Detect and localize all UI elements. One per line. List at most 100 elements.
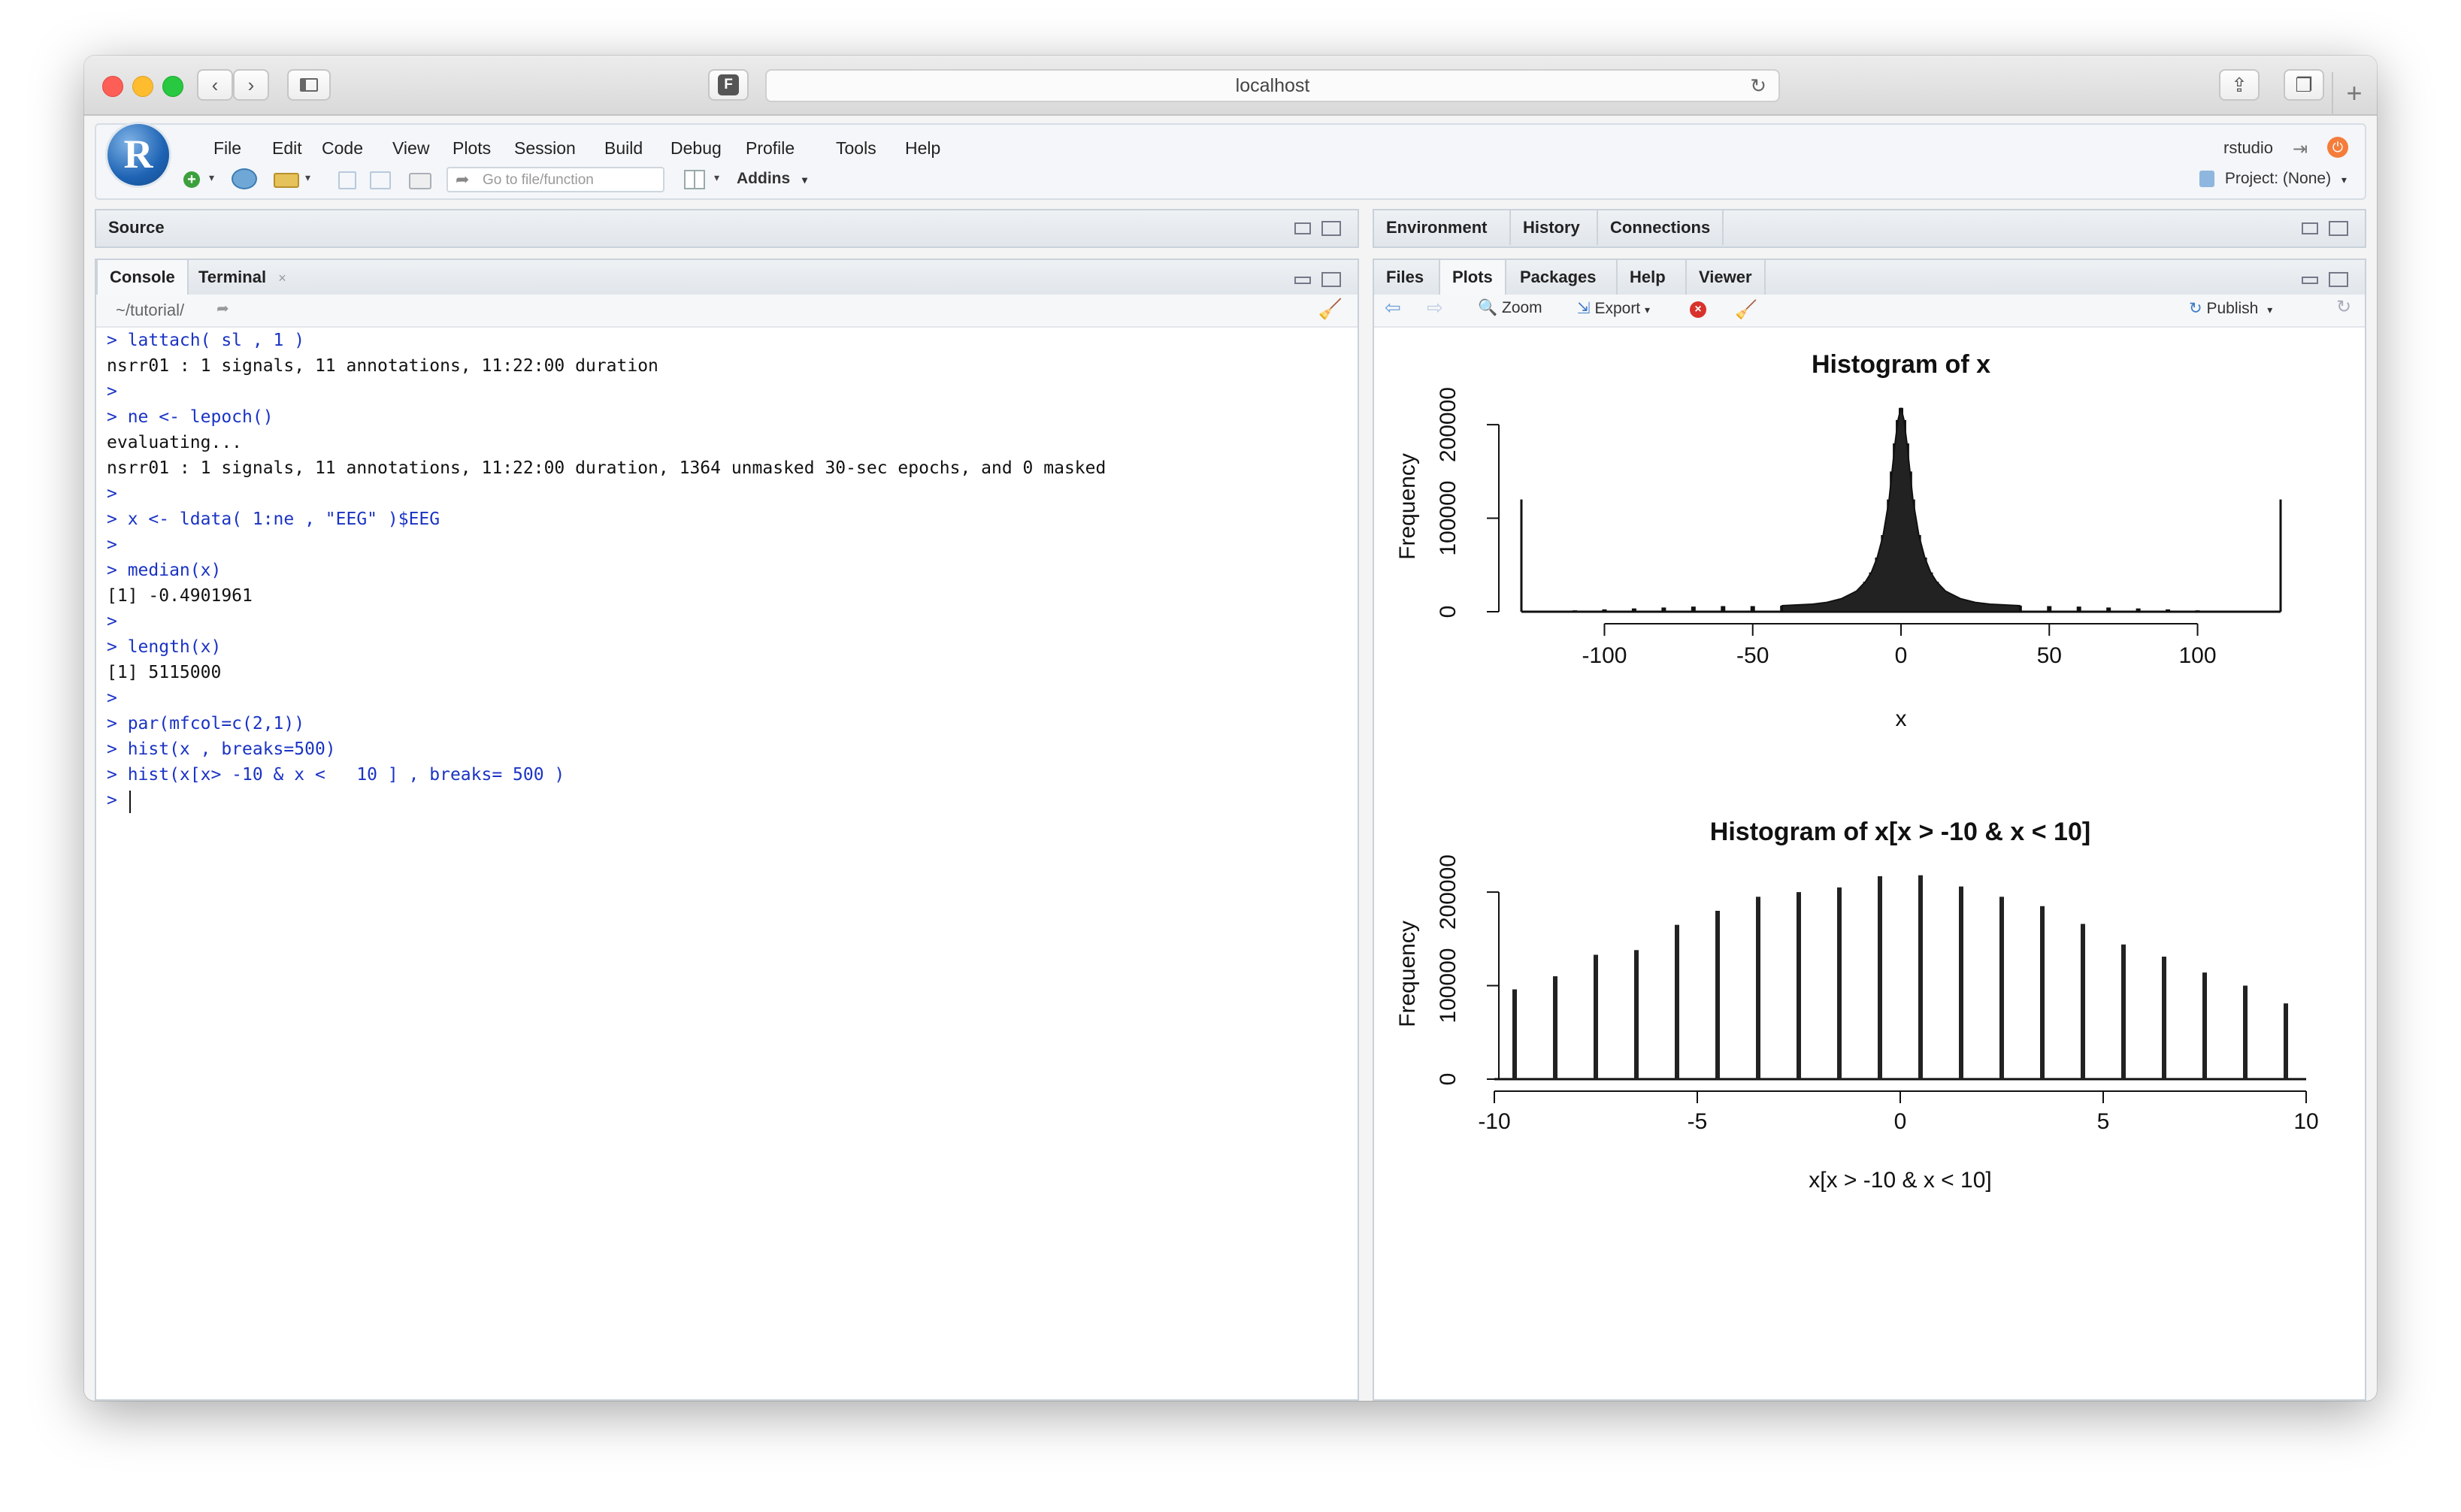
close-window-button[interactable]: [102, 76, 123, 97]
working-directory[interactable]: ~/tutorial/: [116, 301, 185, 319]
logo-letter: R: [123, 132, 153, 177]
histogram-bar: [1594, 954, 1598, 1079]
export-dropdown-icon: ▾: [1645, 304, 1651, 316]
histogram-bar: [2162, 956, 2166, 1079]
maximize-pane-icon[interactable]: [1321, 272, 1341, 287]
tab-files-label: Files: [1386, 268, 1424, 286]
tab-packages[interactable]: Packages: [1508, 260, 1609, 295]
tab-connections[interactable]: Connections: [1597, 210, 1724, 245]
tab-terminal-label: Terminal: [198, 268, 267, 286]
previous-plot-icon[interactable]: ⇦: [1385, 296, 1401, 319]
source-pane: Source: [95, 209, 1359, 248]
y-tick-label: 0: [1436, 606, 1461, 618]
tab-environment[interactable]: Environment: [1374, 210, 1499, 245]
pane-layout-icon[interactable]: [684, 170, 705, 189]
sidebar-icon: [300, 78, 318, 92]
histogram-bar: [2081, 924, 2085, 1079]
favicon-button[interactable]: F: [708, 69, 749, 101]
rstudio-header: R File Edit Code View Plots Session Build Debug…: [95, 122, 2366, 200]
zoom-window-button[interactable]: [162, 76, 183, 97]
menu-file[interactable]: File: [213, 138, 242, 158]
pane-layout-dropdown-icon[interactable]: ▾: [714, 171, 720, 183]
histogram-bar: [2121, 944, 2126, 1079]
tab-viewer[interactable]: Viewer: [1685, 260, 1766, 295]
url-text: localhost: [1235, 75, 1310, 96]
y-axis-label: Frequency: [1395, 921, 1420, 1027]
menu-plots[interactable]: Plots: [453, 138, 492, 158]
tabs-icon: ❐: [2295, 73, 2313, 96]
chart-title: Histogram of x[x > -10 & x < 10]: [1710, 818, 2090, 846]
menu-view[interactable]: View: [392, 138, 430, 158]
open-file-icon[interactable]: [274, 173, 299, 188]
tab-console[interactable]: Console: [96, 260, 189, 296]
histogram-bar: [2243, 985, 2248, 1079]
reload-icon[interactable]: ↻: [1750, 74, 1766, 97]
menu-help[interactable]: Help: [905, 138, 941, 158]
clear-plots-icon[interactable]: 🧹: [1735, 300, 1757, 320]
new-file-icon[interactable]: +: [183, 171, 200, 188]
x-axis-label: x: [1896, 706, 1907, 731]
go-to-directory-icon[interactable]: ➦: [216, 301, 229, 317]
zoom-button[interactable]: 🔍 Zoom: [1478, 299, 1542, 317]
forward-button[interactable]: ›: [233, 69, 269, 101]
new-project-icon[interactable]: [232, 168, 257, 189]
chart-title: Histogram of x: [1812, 350, 1990, 379]
save-all-icon[interactable]: [370, 171, 391, 189]
new-tab-button[interactable]: +: [2332, 72, 2375, 114]
menu-tools[interactable]: Tools: [836, 138, 876, 158]
restore-pane-icon[interactable]: [2302, 222, 2318, 234]
restore-pane-icon[interactable]: [1294, 222, 1311, 234]
tab-plots[interactable]: Plots: [1439, 260, 1506, 296]
print-icon[interactable]: [409, 173, 431, 189]
menu-build[interactable]: Build: [604, 138, 643, 158]
back-button[interactable]: ‹: [197, 69, 233, 101]
maximize-pane-icon[interactable]: [2329, 221, 2348, 236]
histogram-bar: [1553, 976, 1557, 1079]
sidebar-toggle-button[interactable]: [287, 69, 331, 101]
tabs-overview-button[interactable]: ❐: [2284, 69, 2324, 101]
source-title[interactable]: Source: [108, 218, 165, 237]
user-name: rstudio: [2223, 138, 2274, 157]
tab-viewer-label: Viewer: [1699, 268, 1752, 286]
project-dropdown-icon: ▾: [2341, 174, 2347, 186]
publish-button[interactable]: ↻ Publish ▾: [2189, 299, 2272, 318]
new-file-dropdown-icon[interactable]: ▾: [209, 171, 215, 183]
remove-plot-button[interactable]: ×: [1690, 299, 1706, 318]
console-command-line: > ne <- lepoch(): [107, 407, 274, 427]
tab-help-label: Help: [1630, 268, 1666, 286]
refresh-plot-icon[interactable]: ↻: [2336, 297, 2352, 317]
console-command-line: > x <- ldata( 1:ne , "EEG" )$EEG: [107, 510, 440, 529]
tab-terminal[interactable]: Terminal ×: [186, 260, 298, 295]
sign-out-icon[interactable]: ⇥: [2293, 139, 2308, 159]
minimize-pane-icon[interactable]: [2302, 277, 2318, 284]
close-tab-icon[interactable]: ×: [278, 271, 286, 286]
console-output[interactable]: > lattach( sl , 1 ) nsrr01 : 1 signals, 1…: [96, 326, 1358, 1399]
menu-session[interactable]: Session: [514, 138, 576, 158]
minimize-window-button[interactable]: [132, 76, 153, 97]
url-bar[interactable]: localhost ↻: [765, 69, 1780, 102]
addins-menu[interactable]: Addins ▾: [737, 170, 807, 188]
next-plot-icon[interactable]: ⇨: [1427, 296, 1443, 319]
quit-session-icon[interactable]: ⏻: [2327, 137, 2348, 158]
project-menu[interactable]: Project: (None) ▾: [2199, 170, 2347, 188]
menu-debug[interactable]: Debug: [670, 138, 722, 158]
clear-console-icon[interactable]: 🧹: [1318, 298, 1343, 320]
browser-window: ‹ › F localhost ↻ ⇪ ❐ + R File Edit Code Vi…: [84, 56, 2377, 1401]
tab-files[interactable]: Files: [1374, 260, 1436, 295]
goto-file-input[interactable]: ➦ Go to file/function: [446, 167, 664, 192]
menu-code[interactable]: Code: [322, 138, 363, 158]
console-output-line: nsrr01 : 1 signals, 11 annotations, 11:2…: [107, 458, 1106, 478]
maximize-pane-icon[interactable]: [1321, 221, 1341, 236]
tab-help[interactable]: Help: [1616, 260, 1678, 295]
maximize-pane-icon[interactable]: [2329, 272, 2348, 287]
tab-history[interactable]: History: [1509, 210, 1592, 245]
open-file-dropdown-icon[interactable]: ▾: [305, 171, 311, 183]
menu-profile[interactable]: Profile: [746, 138, 795, 158]
save-icon[interactable]: [338, 171, 356, 189]
console-output-line: [1] 5115000: [107, 663, 222, 682]
share-button[interactable]: ⇪: [2219, 69, 2260, 101]
export-button[interactable]: ⇲ Export ▾: [1577, 299, 1650, 318]
minimize-pane-icon[interactable]: [1294, 277, 1311, 284]
x-tick-label: -100: [1582, 643, 1627, 668]
menu-edit[interactable]: Edit: [272, 138, 302, 158]
